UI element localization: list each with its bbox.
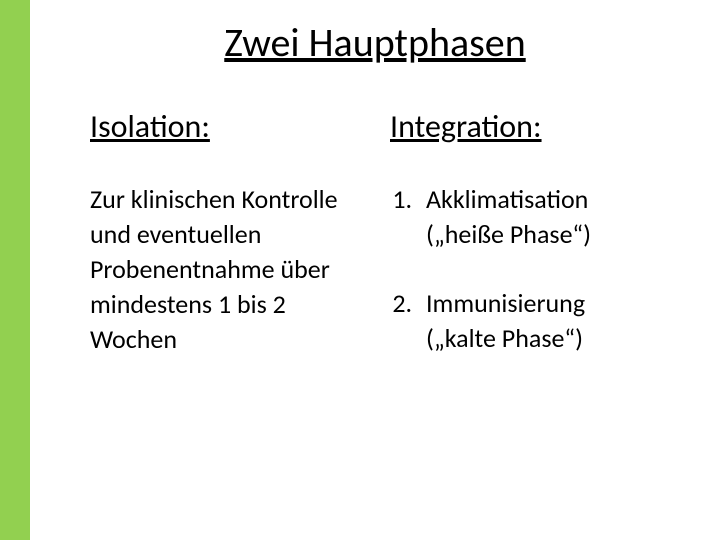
list-item-label: Akklimatisation (426, 183, 588, 215)
slide: Zwei Hauptphasen Isolation: Zur klinisch… (0, 0, 720, 540)
right-column-list: Akklimatisation („heiße Phase“) Immunisi… (390, 182, 670, 356)
accent-bar (0, 0, 30, 540)
list-item: Akklimatisation („heiße Phase“) (418, 182, 670, 252)
list-item: Immunisierung („kalte Phase“) (418, 286, 670, 356)
list-item-sub: („kalte Phase“) (426, 322, 583, 354)
left-column-body: Zur klinischen Kontrolle und eventuellen… (90, 182, 370, 357)
list-item-label: Immunisierung (426, 287, 585, 319)
right-column-heading: Integration: (390, 107, 670, 146)
right-column: Integration: Akklimatisation („heiße Pha… (390, 107, 670, 390)
columns: Isolation: Zur klinischen Kontrolle und … (60, 107, 690, 390)
left-column-heading: Isolation: (90, 107, 370, 146)
left-column: Isolation: Zur klinischen Kontrolle und … (90, 107, 370, 390)
slide-title: Zwei Hauptphasen (60, 18, 690, 67)
content-area: Zwei Hauptphasen Isolation: Zur klinisch… (60, 0, 690, 540)
list-item-sub: („heiße Phase“) (426, 218, 591, 250)
